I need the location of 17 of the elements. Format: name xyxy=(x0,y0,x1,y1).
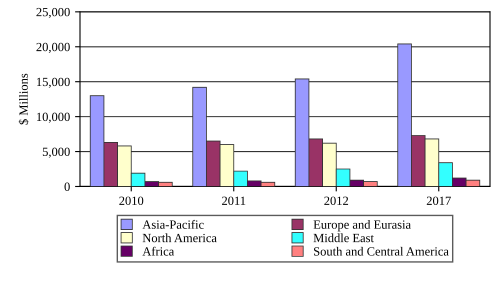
y-tick-label: 25,000 xyxy=(36,8,70,18)
legend-label: Asia-Pacific xyxy=(142,220,204,229)
legend-label: Europe and Eurasia xyxy=(314,220,411,232)
y-tick-label: 20,000 xyxy=(36,42,70,54)
y-axis-title: $ Millions xyxy=(18,74,29,124)
legend-label: Africa xyxy=(142,246,174,256)
y-tick-label: 15,000 xyxy=(37,78,70,88)
legend-label: North America xyxy=(142,233,217,242)
x-tick-label: 2012 xyxy=(324,196,348,205)
x-tick-label: 2017 xyxy=(426,196,451,205)
legend-label: South and Central America xyxy=(314,246,449,256)
legend-label: Middle East xyxy=(314,233,374,242)
x-tick-label: 2010 xyxy=(119,196,144,205)
x-tick-label: 2011 xyxy=(222,196,246,205)
y-tick-label: 10,000 xyxy=(37,112,70,123)
y-tick-label: 0 xyxy=(64,182,70,191)
y-tick-label: 5,000 xyxy=(42,148,70,158)
